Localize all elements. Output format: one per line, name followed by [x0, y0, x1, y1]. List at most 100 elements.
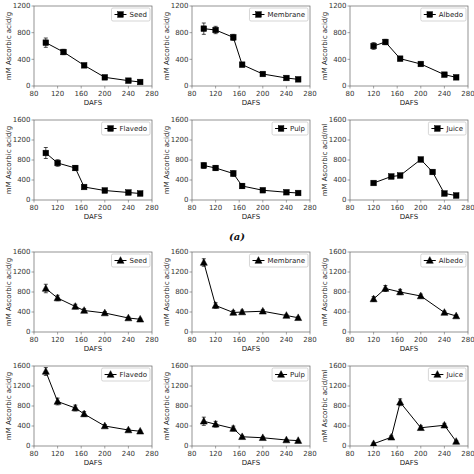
x-tick-label: 160	[233, 450, 246, 458]
data-point	[200, 259, 207, 266]
x-tick-label: 80	[346, 336, 355, 344]
error-bar	[431, 170, 435, 174]
y-tick-label: 400	[17, 176, 30, 184]
y-tick	[190, 86, 193, 87]
x-tick	[104, 86, 105, 89]
subplot: 80120160200240280040080012001600DAFSmM A…	[5, 116, 159, 221]
x-tick	[397, 446, 398, 449]
legend: Pulp	[272, 368, 308, 381]
legend-handle-marker	[427, 12, 433, 18]
y-tick-label: 400	[175, 176, 188, 184]
y-tick-label: 1200	[329, 2, 347, 10]
y-tick	[348, 366, 351, 367]
y-tick	[32, 32, 35, 33]
data-point	[101, 422, 108, 429]
legend: Seed	[112, 8, 151, 21]
x-tick-label: 80	[188, 336, 197, 344]
error-bar	[214, 166, 218, 171]
x-tick-label: 240	[122, 336, 135, 344]
y-tick	[190, 312, 193, 313]
subplot: 80120160200240280040080012001600DAFSmM A…	[321, 362, 474, 467]
data-point	[370, 440, 377, 446]
data-point	[137, 315, 144, 322]
error-bar	[398, 57, 402, 61]
y-tick	[190, 426, 193, 427]
y-tick-label: 1200	[329, 136, 347, 144]
series-line	[204, 29, 298, 80]
legend-box	[102, 122, 150, 135]
x-tick-label: 200	[98, 450, 111, 458]
x-tick-label: 80	[30, 336, 39, 344]
y-tick-label: 0	[342, 442, 346, 450]
x-tick	[215, 446, 216, 449]
plot-frame	[192, 6, 310, 86]
plot-frame	[34, 252, 152, 332]
y-tick-label: 800	[333, 29, 346, 37]
legend-label: Pulp	[290, 371, 305, 379]
x-tick-label: 120	[51, 204, 64, 212]
x-tick-label: 200	[256, 450, 269, 458]
data-point	[125, 314, 132, 321]
y-tick	[190, 32, 193, 33]
x-tick	[128, 86, 129, 89]
x-tick-label: 200	[256, 90, 269, 98]
y-tick-label: 0	[184, 196, 188, 204]
y-tick-label: 800	[17, 156, 30, 164]
x-tick-label: 280	[145, 204, 158, 212]
x-tick-label: 280	[303, 450, 316, 458]
x-tick-label: 160	[233, 204, 246, 212]
x-tick-label: 240	[122, 204, 135, 212]
error-bar-cap	[44, 47, 48, 48]
data-point	[55, 160, 61, 166]
x-tick	[34, 86, 35, 89]
x-axis-label: DAFS	[400, 99, 419, 107]
legend-label: Membrane	[267, 11, 305, 19]
x-tick-label: 160	[391, 336, 404, 344]
y-tick	[190, 292, 193, 293]
y-tick-label: 1200	[13, 2, 31, 10]
data-point	[388, 433, 395, 440]
legend-label: Juice	[445, 125, 463, 133]
error-bar	[73, 166, 77, 171]
data-layer	[42, 284, 143, 322]
data-point	[137, 79, 143, 85]
y-tick-label: 1600	[13, 116, 31, 124]
legend-handle-marker	[256, 12, 262, 18]
y-tick-label: 400	[333, 422, 346, 430]
y-axis-label: mM Ascorbic acid/g	[5, 126, 13, 194]
x-tick-label: 120	[209, 204, 222, 212]
data-point	[72, 303, 79, 310]
y-tick-label: 1600	[329, 116, 347, 124]
x-tick	[192, 200, 193, 203]
subplot: 80120160200240280040080012001600DAFSmM A…	[321, 116, 474, 221]
data-point	[397, 173, 403, 179]
y-tick-label: 1200	[13, 268, 31, 276]
y-tick-label: 800	[333, 402, 346, 410]
error-bar	[214, 26, 218, 33]
y-tick-label: 800	[175, 402, 188, 410]
data-layer	[201, 23, 301, 82]
y-tick	[348, 59, 351, 60]
x-tick-label: 80	[346, 204, 355, 212]
data-point	[284, 75, 290, 81]
legend: Flavedo	[102, 122, 150, 135]
x-tick-label: 240	[438, 204, 451, 212]
error-bar-cap	[202, 266, 206, 267]
x-tick-label: 240	[280, 336, 293, 344]
x-tick	[350, 86, 351, 89]
y-tick	[190, 59, 193, 60]
y-tick-label: 800	[17, 402, 30, 410]
x-tick-label: 120	[209, 450, 222, 458]
data-point	[383, 39, 389, 45]
y-tick	[348, 160, 351, 161]
y-tick	[32, 59, 35, 60]
y-tick	[32, 160, 35, 161]
x-axis-label: DAFS	[400, 459, 419, 467]
y-tick	[348, 32, 351, 33]
series-line	[374, 42, 457, 77]
data-point	[239, 308, 246, 315]
x-tick-label: 160	[233, 336, 246, 344]
legend-box	[249, 8, 308, 21]
x-tick-label: 200	[256, 336, 269, 344]
y-tick	[348, 312, 351, 313]
